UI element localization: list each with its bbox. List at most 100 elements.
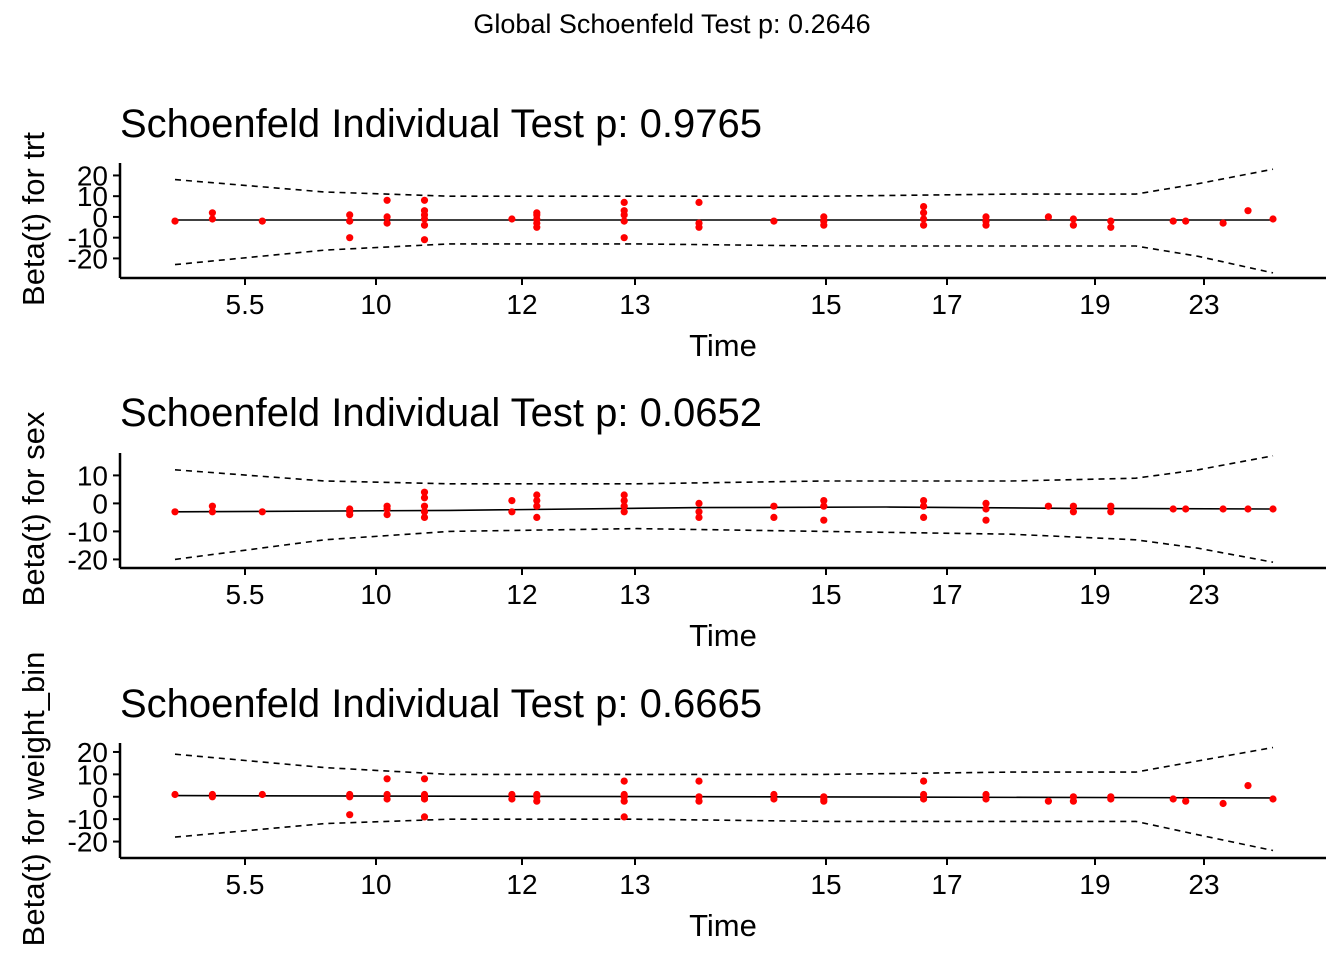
y-tick-label: 10 bbox=[77, 460, 108, 491]
residual-point bbox=[620, 491, 628, 499]
x-tick-label: 23 bbox=[1188, 579, 1219, 610]
residual-point bbox=[208, 790, 216, 799]
x-tick-label: 17 bbox=[931, 869, 962, 900]
residual-point bbox=[920, 209, 928, 217]
residual-point bbox=[171, 508, 179, 516]
residual-point bbox=[1269, 215, 1277, 223]
residual-point bbox=[420, 221, 429, 229]
residual-point bbox=[820, 213, 828, 221]
residual-point bbox=[1107, 217, 1115, 225]
y-axis-title: Beta(t) for sex bbox=[16, 411, 51, 606]
residual-point bbox=[1107, 793, 1115, 801]
y-tick-label: -10 bbox=[68, 516, 108, 547]
residual-point bbox=[208, 215, 216, 223]
residual-point bbox=[420, 508, 429, 516]
x-tick-label: 23 bbox=[1188, 289, 1219, 320]
residual-point bbox=[508, 508, 516, 516]
residual-point bbox=[920, 215, 928, 223]
residual-point bbox=[820, 502, 828, 510]
residual-point bbox=[1269, 505, 1277, 513]
residual-point bbox=[770, 217, 778, 225]
residual-point bbox=[620, 198, 628, 206]
residual-point bbox=[383, 213, 391, 221]
residual-point bbox=[508, 497, 516, 505]
residual-point bbox=[533, 790, 541, 799]
residual-point bbox=[620, 777, 628, 785]
residual-point bbox=[695, 793, 703, 801]
residual-point bbox=[1182, 217, 1190, 225]
residual-point bbox=[171, 217, 179, 225]
x-tick-label: 13 bbox=[619, 579, 650, 610]
residual-point bbox=[920, 777, 928, 785]
residual-point bbox=[508, 215, 516, 223]
residual-point bbox=[620, 497, 628, 505]
residual-point bbox=[770, 502, 778, 510]
residual-point bbox=[508, 790, 516, 799]
panel-title: Schoenfeld Individual Test p: 0.0652 bbox=[120, 391, 762, 435]
x-tick-label: 17 bbox=[931, 289, 962, 320]
x-tick-label: 19 bbox=[1079, 579, 1110, 610]
residual-point bbox=[920, 221, 928, 229]
residual-point bbox=[533, 491, 541, 499]
residual-point bbox=[346, 234, 354, 242]
residual-point bbox=[920, 203, 928, 211]
residual-point bbox=[1169, 795, 1177, 803]
residual-point bbox=[420, 813, 429, 821]
x-axis-title: Time bbox=[689, 908, 757, 943]
x-tick-label: 12 bbox=[506, 579, 537, 610]
residual-point bbox=[383, 510, 391, 519]
residual-point bbox=[346, 505, 354, 513]
residual-point bbox=[420, 775, 429, 783]
x-tick-label: 12 bbox=[506, 289, 537, 320]
residual-point bbox=[383, 196, 391, 204]
residual-point bbox=[920, 502, 928, 510]
residual-point bbox=[533, 497, 541, 505]
residual-point bbox=[620, 502, 628, 510]
residual-point bbox=[1044, 797, 1052, 805]
residual-point bbox=[982, 213, 990, 221]
panel-title: Schoenfeld Individual Test p: 0.9765 bbox=[120, 102, 762, 146]
y-tick-label: 20 bbox=[77, 737, 108, 768]
y-tick-label: -20 bbox=[68, 827, 108, 858]
x-tick-label: 19 bbox=[1079, 289, 1110, 320]
x-axis-title: Time bbox=[689, 618, 757, 653]
x-tick-label: 10 bbox=[360, 289, 391, 320]
x-tick-label: 5.5 bbox=[226, 579, 265, 610]
panel-3: Schoenfeld Individual Test p: 0.6665 20 10… bbox=[16, 652, 1326, 946]
residual-point bbox=[208, 502, 216, 510]
residual-point bbox=[1244, 207, 1252, 215]
y-tick-label: -10 bbox=[68, 804, 108, 835]
x-tick-label: 12 bbox=[506, 869, 537, 900]
residual-point bbox=[1219, 799, 1227, 808]
residual-point bbox=[620, 813, 628, 821]
residual-point bbox=[533, 502, 541, 510]
residual-point bbox=[982, 516, 990, 524]
x-tick-label: 17 bbox=[931, 579, 962, 610]
x-tick-label: 10 bbox=[360, 579, 391, 610]
panel-title: Schoenfeld Individual Test p: 0.6665 bbox=[120, 682, 762, 726]
ci-lower-line bbox=[174, 527, 1274, 563]
y-tick-label: 0 bbox=[92, 202, 108, 233]
residual-point bbox=[208, 508, 216, 516]
x-tick-label: 5.5 bbox=[226, 289, 265, 320]
residual-point bbox=[1044, 213, 1052, 221]
residual-point bbox=[383, 790, 391, 799]
residual-point bbox=[1269, 795, 1277, 803]
residual-point bbox=[1244, 505, 1252, 513]
residual-point bbox=[1219, 219, 1227, 227]
residual-point bbox=[420, 236, 429, 244]
x-tick-label: 5.5 bbox=[226, 869, 265, 900]
x-tick-label: 10 bbox=[360, 869, 391, 900]
residual-point bbox=[1169, 217, 1177, 225]
global-title: Global Schoenfeld Test p: 0.2646 bbox=[473, 9, 870, 39]
residual-point bbox=[420, 207, 429, 215]
residual-point bbox=[982, 499, 990, 507]
residual-point bbox=[1069, 502, 1077, 510]
fit-line bbox=[174, 794, 1274, 799]
residual-point bbox=[420, 790, 429, 799]
residual-point bbox=[420, 494, 429, 502]
residual-point bbox=[383, 775, 391, 783]
residual-point bbox=[1107, 223, 1115, 231]
residual-point bbox=[1069, 221, 1077, 229]
residual-point bbox=[820, 793, 828, 801]
